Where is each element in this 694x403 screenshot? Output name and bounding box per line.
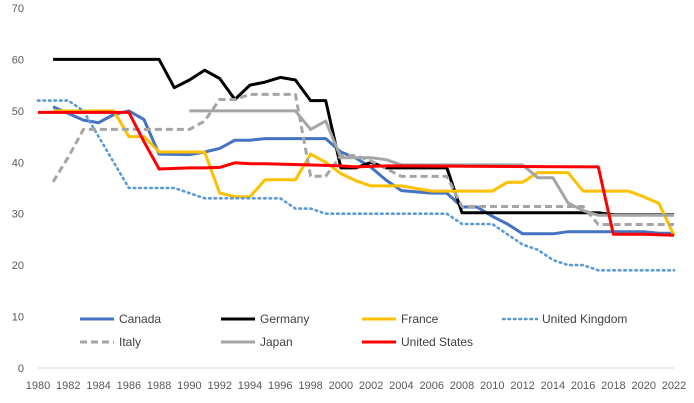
x-axis-tick-labels: 1980 1982 1984 1986 1988 1990 1992 1994 1996 1998… (26, 380, 686, 392)
legend-label: United Kingdom (542, 312, 627, 326)
x-tick-label: 2012 (510, 380, 534, 392)
y-tick-label: 40 (12, 157, 24, 169)
y-tick-label: 70 (12, 3, 24, 15)
x-tick-label: 1984 (86, 380, 110, 392)
x-tick-label: 2002 (359, 380, 383, 392)
series-line-united-states (38, 110, 675, 237)
x-tick-label: 1982 (56, 380, 80, 392)
x-tick-label: 1994 (238, 380, 262, 392)
legend-label: Japan (260, 335, 293, 349)
x-tick-label: 2022 (662, 380, 686, 392)
legend-label: Canada (119, 312, 161, 326)
x-tick-label: 1998 (298, 380, 322, 392)
legend: Canada Germany France United Kingdom Italy Ja… (80, 312, 627, 349)
y-tick-label: 10 (12, 312, 24, 324)
x-tick-label: 1996 (268, 380, 292, 392)
x-tick-label: 2004 (389, 380, 413, 392)
x-tick-label: 1990 (177, 380, 201, 392)
x-tick-label: 2010 (480, 380, 504, 392)
x-tick-label: 1988 (147, 380, 171, 392)
series-line-italy (51, 92, 674, 226)
y-axis-tick-labels: 0 10 20 30 40 50 60 70 (12, 3, 24, 375)
series-line-canada (52, 105, 674, 236)
x-tick-label: 2014 (541, 380, 565, 392)
x-tick-label: 1980 (26, 380, 50, 392)
x-tick-label: 1992 (207, 380, 231, 392)
y-tick-label: 60 (12, 54, 24, 66)
legend-label: Germany (260, 312, 309, 326)
x-tick-label: 2020 (631, 380, 655, 392)
y-tick-label: 0 (18, 363, 24, 375)
y-tick-label: 30 (12, 209, 24, 221)
x-tick-label: 2008 (450, 380, 474, 392)
series-line-france (53, 109, 676, 236)
legend-label: France (401, 312, 439, 326)
x-tick-label: 2006 (419, 380, 443, 392)
x-tick-label: 1986 (117, 380, 141, 392)
series-lines (36, 57, 676, 272)
series-line-united-kingdom (36, 99, 676, 272)
x-tick-label: 2016 (571, 380, 595, 392)
x-tick-label: 2000 (329, 380, 353, 392)
y-tick-label: 20 (12, 260, 24, 272)
y-tick-label: 50 (12, 106, 24, 118)
legend-label: Italy (119, 335, 141, 349)
x-tick-label: 2018 (601, 380, 625, 392)
legend-label: United States (401, 335, 473, 349)
